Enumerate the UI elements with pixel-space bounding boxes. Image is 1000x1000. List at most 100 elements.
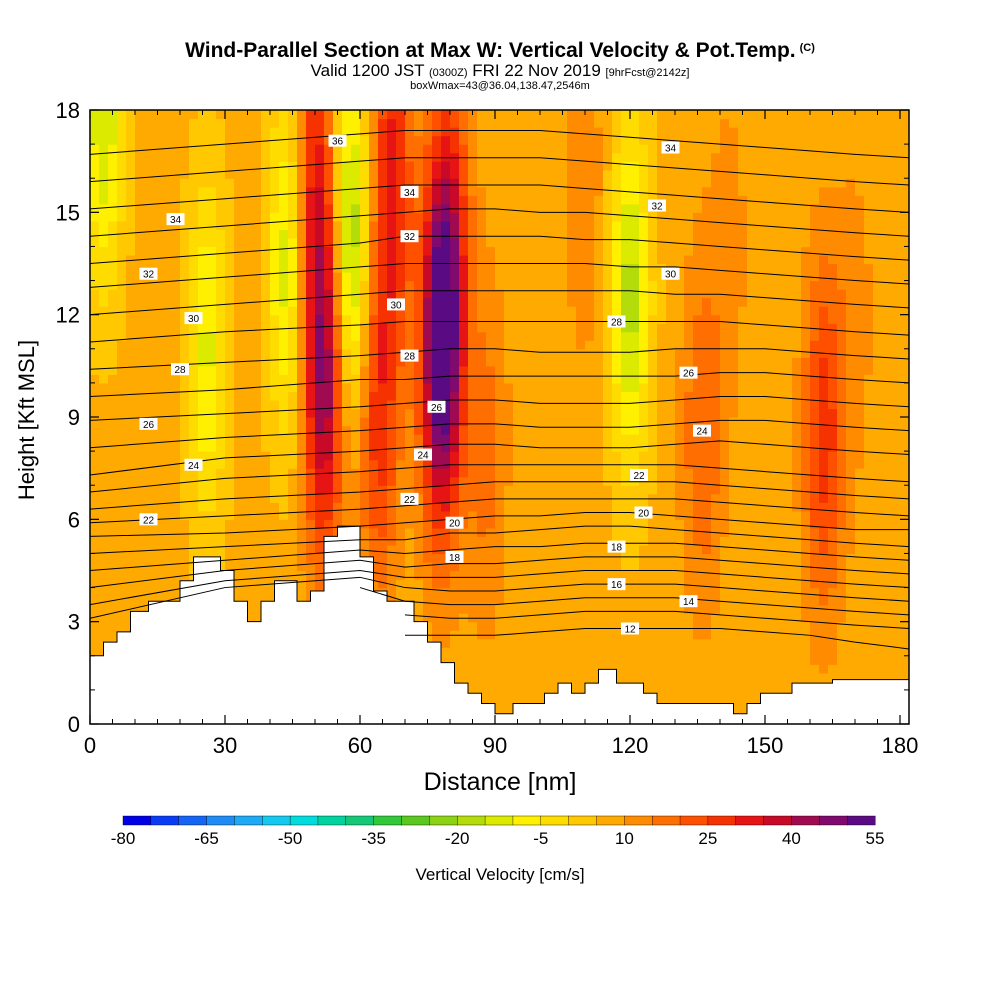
w-cell — [648, 434, 658, 444]
w-cell — [657, 570, 667, 580]
w-cell — [603, 451, 613, 461]
w-cell — [432, 203, 442, 213]
w-cell — [396, 382, 406, 393]
w-cell — [144, 442, 154, 452]
w-cell — [243, 203, 253, 213]
w-cell — [477, 314, 487, 324]
w-cell — [423, 263, 433, 273]
w-cell — [297, 152, 307, 162]
w-cell — [468, 374, 478, 384]
w-cell — [90, 229, 100, 239]
w-cell — [144, 161, 154, 171]
w-cell — [513, 297, 523, 307]
w-cell — [216, 314, 226, 324]
w-cell — [432, 340, 442, 350]
w-cell — [468, 195, 478, 205]
w-cell — [207, 399, 217, 410]
w-cell — [279, 348, 289, 358]
w-cell — [252, 357, 262, 367]
w-cell — [675, 502, 685, 512]
w-cell — [351, 382, 361, 393]
w-cell — [576, 254, 586, 265]
w-cell — [369, 229, 379, 239]
w-cell — [468, 647, 478, 657]
w-cell — [603, 570, 613, 580]
w-cell — [423, 161, 433, 171]
w-cell — [684, 323, 694, 333]
w-cell — [567, 220, 577, 230]
w-cell — [117, 391, 127, 401]
w-cell — [351, 399, 361, 410]
w-cell — [684, 493, 694, 503]
w-cell — [153, 493, 163, 503]
w-cell — [513, 212, 523, 222]
w-cell — [387, 476, 397, 486]
w-cell — [639, 382, 649, 393]
w-cell — [279, 331, 289, 341]
w-cell — [207, 220, 217, 230]
w-cell — [630, 638, 640, 648]
w-cell — [369, 391, 379, 401]
w-cell — [477, 127, 487, 137]
w-cell — [531, 519, 541, 529]
w-cell — [585, 408, 595, 418]
w-cell — [279, 476, 289, 486]
w-cell — [216, 237, 226, 248]
w-cell — [549, 536, 559, 546]
w-cell — [504, 331, 514, 341]
w-cell — [468, 442, 478, 452]
w-cell — [567, 186, 577, 196]
w-cell — [342, 340, 352, 350]
w-cell — [171, 442, 181, 452]
w-cell — [225, 561, 235, 572]
w-cell — [495, 468, 505, 478]
w-cell — [270, 391, 280, 401]
w-cell — [513, 135, 523, 145]
w-cell — [297, 553, 307, 563]
w-cell — [180, 570, 190, 580]
w-cell — [504, 399, 514, 410]
w-cell — [135, 348, 145, 358]
w-cell — [531, 237, 541, 248]
w-cell — [567, 263, 577, 273]
w-cell — [189, 306, 199, 316]
w-cell — [117, 536, 127, 546]
w-cell — [540, 263, 550, 273]
w-cell — [468, 544, 478, 555]
w-cell — [630, 135, 640, 145]
w-cell — [297, 263, 307, 273]
w-cell — [207, 169, 217, 179]
w-cell — [162, 485, 172, 495]
w-cell — [99, 127, 109, 137]
w-cell — [702, 229, 712, 239]
w-cell — [567, 613, 577, 623]
w-cell — [108, 417, 118, 427]
w-cell — [99, 596, 109, 606]
w-cell — [612, 664, 622, 674]
w-cell — [387, 587, 397, 597]
w-cell — [162, 357, 172, 367]
w-cell — [441, 587, 451, 597]
w-cell — [270, 519, 280, 529]
w-cell — [117, 553, 127, 563]
w-cell — [648, 340, 658, 350]
w-cell — [405, 297, 415, 307]
w-cell — [351, 476, 361, 486]
w-cell — [531, 459, 541, 469]
w-cell — [225, 340, 235, 350]
w-cell — [666, 306, 676, 316]
w-cell — [360, 331, 370, 341]
w-cell — [450, 127, 460, 137]
w-cell — [495, 263, 505, 273]
w-cell — [252, 451, 262, 461]
w-cell — [279, 493, 289, 503]
w-cell — [666, 647, 676, 657]
w-cell — [216, 544, 226, 555]
w-cell — [675, 374, 685, 384]
w-cell — [567, 348, 577, 358]
w-cell — [261, 331, 271, 341]
w-cell — [288, 442, 298, 452]
w-cell — [567, 425, 577, 435]
w-cell — [495, 621, 505, 631]
w-cell — [216, 348, 226, 358]
